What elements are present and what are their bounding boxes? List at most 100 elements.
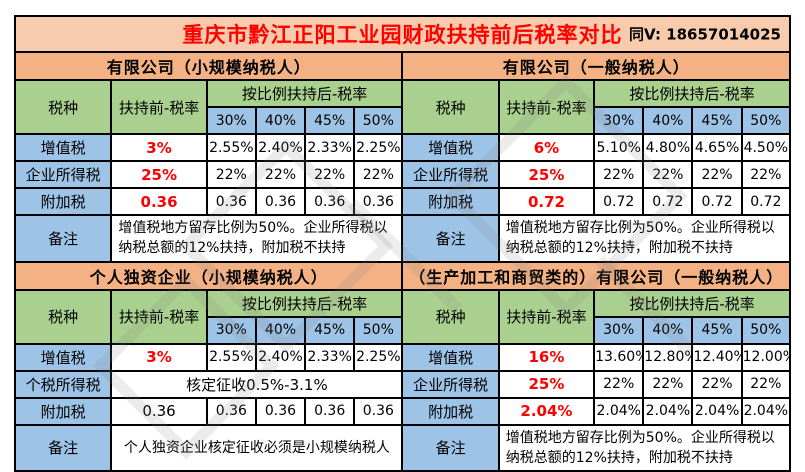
col-header-before: 扶持前-税率 xyxy=(110,79,208,135)
section-title-row-bottom: 个人独资企业（小规模纳税人） （生产加工和商贸类的）有限公司（一般纳税人） xyxy=(13,260,791,291)
col-header-after: 按比例扶持后-税率 xyxy=(593,79,791,108)
table-row: 企业所得税 25% 22% 22% 22% 22% 企业所得税 25% 22% … xyxy=(13,160,792,189)
before-rate-cell: 16% xyxy=(497,342,596,372)
after-rate-cell: 5.10% xyxy=(593,133,645,162)
table-row: 个税所得税 核定征收0.5%-3.1% 企业所得税 25% 22% 22% 22… xyxy=(13,369,792,399)
after-rate-cell: 2.04% xyxy=(740,396,792,426)
after-rate-cell: 4.50% xyxy=(740,133,792,162)
after-rate-cell: 2.55% xyxy=(205,342,257,372)
before-rate-cell: 25% xyxy=(497,160,596,189)
section-title: 有限公司（小规模纳税人） xyxy=(13,51,404,81)
table-row: 附加税 0.36 0.36 0.36 0.36 0.36 附加税 0.72 0.… xyxy=(13,187,792,216)
ratio-header: 30% xyxy=(593,106,645,135)
table-row: 增值税 3% 2.55% 2.40% 2.33% 2.25% 增值税 16% 1… xyxy=(13,342,792,372)
before-rate-cell: 0.36 xyxy=(110,396,208,426)
after-rate-cell: 0.72 xyxy=(642,187,694,216)
note-cell: 个人独资企业核定征收必须是小规模纳税人 xyxy=(110,423,404,472)
after-rate-cell: 0.72 xyxy=(593,187,645,216)
after-rate-cell: 0.72 xyxy=(691,187,743,216)
after-rate-cell: 0.36 xyxy=(254,396,307,426)
note-row-bottom: 备注 个人独资企业核定征收必须是小规模纳税人 备注 增值税地方留存比例为50%。… xyxy=(13,423,792,472)
tax-comparison-table: 重庆市黔江正阳工业园财政扶持前后税率对比 同V: 18657014025 有限公… xyxy=(13,15,792,472)
before-rate-cell: 0.72 xyxy=(497,187,596,216)
col-header-after: 按比例扶持后-税率 xyxy=(205,288,404,318)
ratio-header: 40% xyxy=(642,315,694,345)
after-rate-cell: 2.33% xyxy=(304,133,356,162)
note-label: 备注 xyxy=(13,423,113,472)
ratio-header: 45% xyxy=(304,106,356,135)
after-rate-cell: 12.40% xyxy=(691,342,743,372)
col-header-before: 扶持前-税率 xyxy=(497,79,596,135)
after-rate-cell: 2.25% xyxy=(353,342,404,372)
note-cell: 增值税地方留存比例为50%。企业所得税以纳税总额的12%扶持，附加税不扶持 xyxy=(497,423,792,472)
ratio-header: 30% xyxy=(205,106,257,135)
ratio-header: 45% xyxy=(691,315,743,345)
after-rate-cell: 4.80% xyxy=(642,133,694,162)
tax-name-cell: 增值税 xyxy=(401,133,500,162)
tax-name-cell: 企业所得税 xyxy=(401,369,500,399)
after-rate-cell: 22% xyxy=(642,369,694,399)
note-cell: 增值税地方留存比例为50%。企业所得税以纳税总额的12%扶持，附加税不扶持 xyxy=(497,214,792,263)
after-rate-cell: 0.72 xyxy=(740,187,792,216)
tax-name-cell: 企业所得税 xyxy=(13,160,113,189)
after-rate-cell: 22% xyxy=(691,160,743,189)
note-label: 备注 xyxy=(401,214,500,263)
ratio-header: 30% xyxy=(205,315,257,345)
after-rate-cell: 0.36 xyxy=(205,396,257,426)
after-rate-cell: 2.25% xyxy=(353,133,404,162)
before-rate-cell: 0.36 xyxy=(110,187,208,216)
before-rate-cell: 3% xyxy=(110,133,208,162)
col-header-tax-type: 税种 xyxy=(13,288,113,345)
section-title: （生产加工和商贸类的）有限公司（一般纳税人） xyxy=(401,260,791,291)
after-rate-cell: 22% xyxy=(740,160,792,189)
tax-name-cell: 个税所得税 xyxy=(13,369,113,399)
section-title-row-top: 有限公司（小规模纳税人） 有限公司（一般纳税人） xyxy=(13,51,791,81)
after-rate-cell: 22% xyxy=(642,160,694,189)
after-rate-cell: 22% xyxy=(205,160,257,189)
after-rate-cell: 22% xyxy=(593,160,645,189)
col-header-before: 扶持前-税率 xyxy=(110,288,208,345)
after-rate-cell: 0.36 xyxy=(353,187,404,216)
before-rate-cell: 25% xyxy=(110,160,208,189)
col-header-after: 按比例扶持后-税率 xyxy=(205,79,404,108)
note-cell: 增值税地方留存比例为50%。企业所得税以纳税总额的12%扶持，附加税不扶持 xyxy=(110,214,404,263)
tax-name-cell: 附加税 xyxy=(13,396,113,426)
note-label: 备注 xyxy=(401,423,500,472)
before-rate-cell: 2.04% xyxy=(497,396,596,426)
section-title: 有限公司（一般纳税人） xyxy=(401,51,791,81)
ratio-header: 30% xyxy=(593,315,645,345)
title-cell: 重庆市黔江正阳工业园财政扶持前后税率对比 同V: 18657014025 xyxy=(14,15,791,53)
after-rate-cell: 0.36 xyxy=(254,187,307,216)
header-row-bottom: 税种 扶持前-税率 按比例扶持后-税率 税种 扶持前-税率 按比例扶持后-税率 xyxy=(13,288,791,345)
after-rate-cell: 0.36 xyxy=(304,396,356,426)
ratio-header: 50% xyxy=(353,106,404,135)
after-rate-cell: 12.00% xyxy=(740,342,792,372)
tax-name-cell: 附加税 xyxy=(13,187,113,216)
col-header-tax-type: 税种 xyxy=(401,79,500,135)
ratio-header: 50% xyxy=(353,315,404,345)
col-header-after: 按比例扶持后-税率 xyxy=(593,288,791,318)
after-rate-cell: 4.65% xyxy=(691,133,743,162)
after-rate-cell: 2.04% xyxy=(593,396,645,426)
before-rate-cell: 25% xyxy=(497,369,596,399)
ratio-header: 45% xyxy=(691,106,743,135)
ratio-header: 45% xyxy=(304,315,356,345)
after-rate-cell: 0.36 xyxy=(205,187,257,216)
ratio-header: 40% xyxy=(254,315,307,345)
tax-name-cell: 附加税 xyxy=(401,396,500,426)
note-row-top: 备注 增值税地方留存比例为50%。企业所得税以纳税总额的12%扶持，附加税不扶持… xyxy=(13,214,792,263)
ratio-header: 40% xyxy=(254,106,307,135)
table-row: 增值税 3% 2.55% 2.40% 2.33% 2.25% 增值税 6% 5.… xyxy=(13,133,792,162)
ratio-header: 50% xyxy=(740,315,792,345)
after-rate-cell: 2.33% xyxy=(304,342,356,372)
col-header-tax-type: 税种 xyxy=(13,79,113,135)
after-rate-cell: 2.04% xyxy=(691,396,743,426)
tax-name-cell: 增值税 xyxy=(13,133,113,162)
tax-comparison-sheet: 重庆市黔江正阳工业园财政扶持前后税率对比 同V: 18657014025 有限公… xyxy=(13,15,792,472)
after-rate-cell: 0.36 xyxy=(304,187,356,216)
table-row: 附加税 0.36 0.36 0.36 0.36 0.36 附加税 2.04% 2… xyxy=(13,396,792,426)
after-rate-cell: 22% xyxy=(740,369,792,399)
ratio-header: 40% xyxy=(642,106,694,135)
merged-rate-cell: 核定征收0.5%-3.1% xyxy=(110,369,404,399)
ratio-header: 50% xyxy=(740,106,792,135)
